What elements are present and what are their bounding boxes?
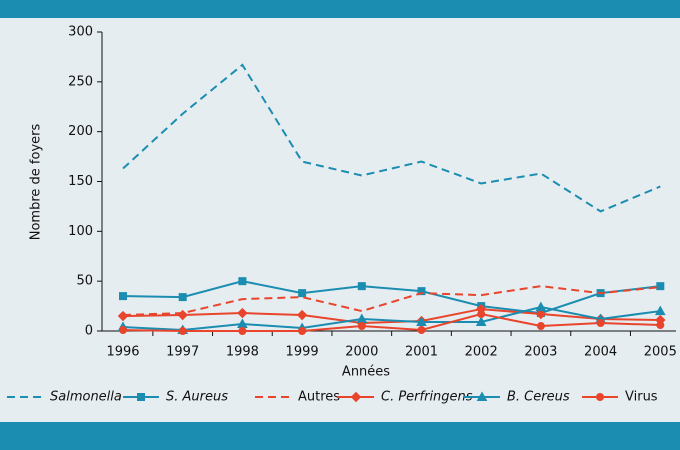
marker (416, 316, 427, 327)
marker (350, 391, 362, 403)
y-tick-label: 300 (68, 25, 93, 40)
legend-label: Salmonella (50, 390, 122, 405)
x-tick-label: 2002 (465, 345, 498, 360)
x-tick-label: 2001 (405, 345, 438, 360)
x-tick-label: 2003 (524, 345, 557, 360)
marker (119, 292, 127, 301)
marker (237, 307, 248, 319)
x-tick-label: 2000 (345, 345, 378, 360)
marker (654, 305, 666, 316)
marker (477, 310, 486, 319)
legend-label: Virus (625, 390, 658, 405)
marker (238, 277, 247, 286)
y-axis-label: Nombre de foyers (29, 124, 44, 241)
marker (296, 309, 308, 321)
y-tick-label: 250 (68, 74, 93, 89)
marker (656, 321, 665, 330)
marker (137, 393, 145, 401)
legend-label: S. Aureus (166, 390, 228, 405)
marker (178, 327, 187, 335)
series-line (122, 306, 661, 332)
bottom-band (0, 422, 680, 450)
marker (475, 316, 487, 327)
marker (656, 282, 665, 291)
x-axis-label: Années (342, 365, 390, 380)
marker (417, 287, 426, 296)
marker (476, 391, 488, 401)
marker (357, 282, 366, 291)
y-tick-label: 50 (76, 274, 93, 289)
marker (535, 308, 547, 320)
marker (596, 319, 605, 328)
marker (417, 326, 426, 335)
x-tick-label: 1997 (166, 345, 199, 360)
series-line (122, 63, 661, 213)
legend-label: Autres (298, 390, 340, 405)
x-tick-label: 2005 (644, 345, 677, 360)
y-tick-label: 150 (68, 174, 93, 189)
marker (177, 309, 188, 321)
marker (298, 289, 307, 298)
series-line (122, 280, 661, 315)
legend-label: B. Cereus (507, 390, 570, 405)
marker (535, 301, 547, 312)
series-line (122, 285, 661, 317)
y-tick-label: 0 (85, 324, 93, 339)
x-tick-label: 1998 (226, 345, 259, 360)
marker (536, 322, 545, 331)
x-tick-label: 2004 (584, 345, 617, 360)
marker (357, 322, 366, 331)
marker (119, 326, 127, 335)
legend-label: C. Perfringens (381, 390, 473, 405)
x-tick-label: 1996 (106, 345, 139, 360)
marker (596, 393, 604, 401)
x-tick-label: 1999 (286, 345, 319, 360)
series-line (122, 308, 661, 325)
marker (298, 327, 307, 335)
y-tick-label: 100 (68, 224, 93, 239)
series-line (122, 313, 661, 332)
marker (178, 293, 187, 302)
top-band (0, 0, 680, 18)
marker (238, 327, 247, 335)
y-tick-label: 200 (68, 124, 93, 139)
marker (117, 310, 129, 322)
